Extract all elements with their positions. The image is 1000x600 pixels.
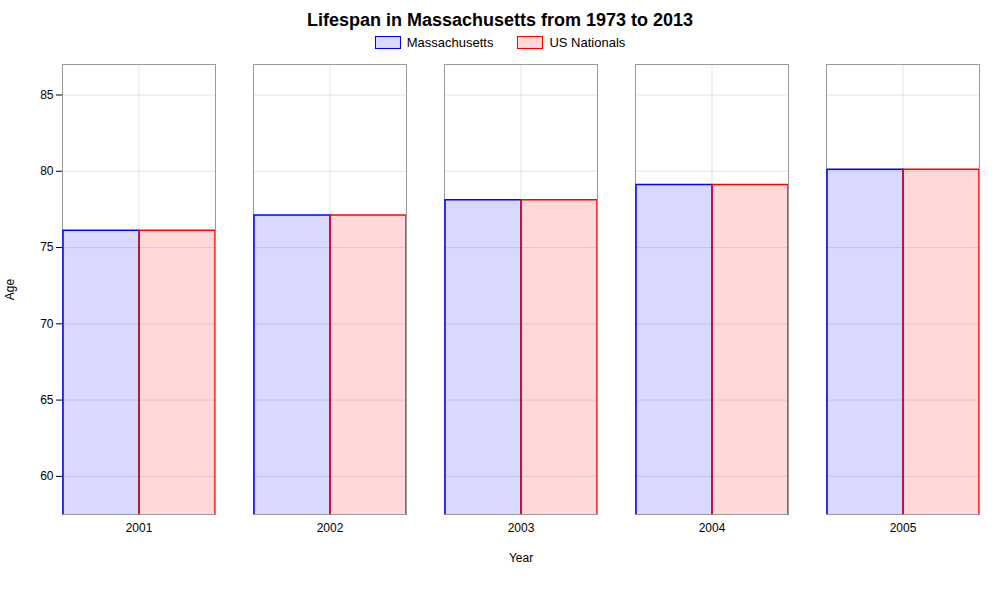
svg-text:65: 65: [40, 393, 54, 407]
html-text:Massachusetts: Massachusetts: [406, 35, 494, 50]
svg-text:Age: Age: [3, 279, 17, 301]
svg-text:60: 60: [40, 469, 54, 483]
svg-text:70: 70: [40, 317, 54, 331]
svg-text:75: 75: [40, 240, 54, 254]
svg-text:2004: 2004: [699, 521, 726, 535]
html-text:US Nationals: US Nationals: [549, 35, 626, 50]
svg-text:85: 85: [40, 88, 54, 102]
svg-text:Year: Year: [509, 551, 533, 565]
html-text:Lifespan in Massachusetts from: Lifespan in Massachusetts from 1973 to 2…: [306, 10, 694, 30]
svg-text:2003: 2003: [508, 521, 535, 535]
svg-text:2001: 2001: [126, 521, 153, 535]
svg-text:80: 80: [40, 164, 54, 178]
svg-text:2002: 2002: [317, 521, 344, 535]
svg-text:2005: 2005: [890, 521, 917, 535]
